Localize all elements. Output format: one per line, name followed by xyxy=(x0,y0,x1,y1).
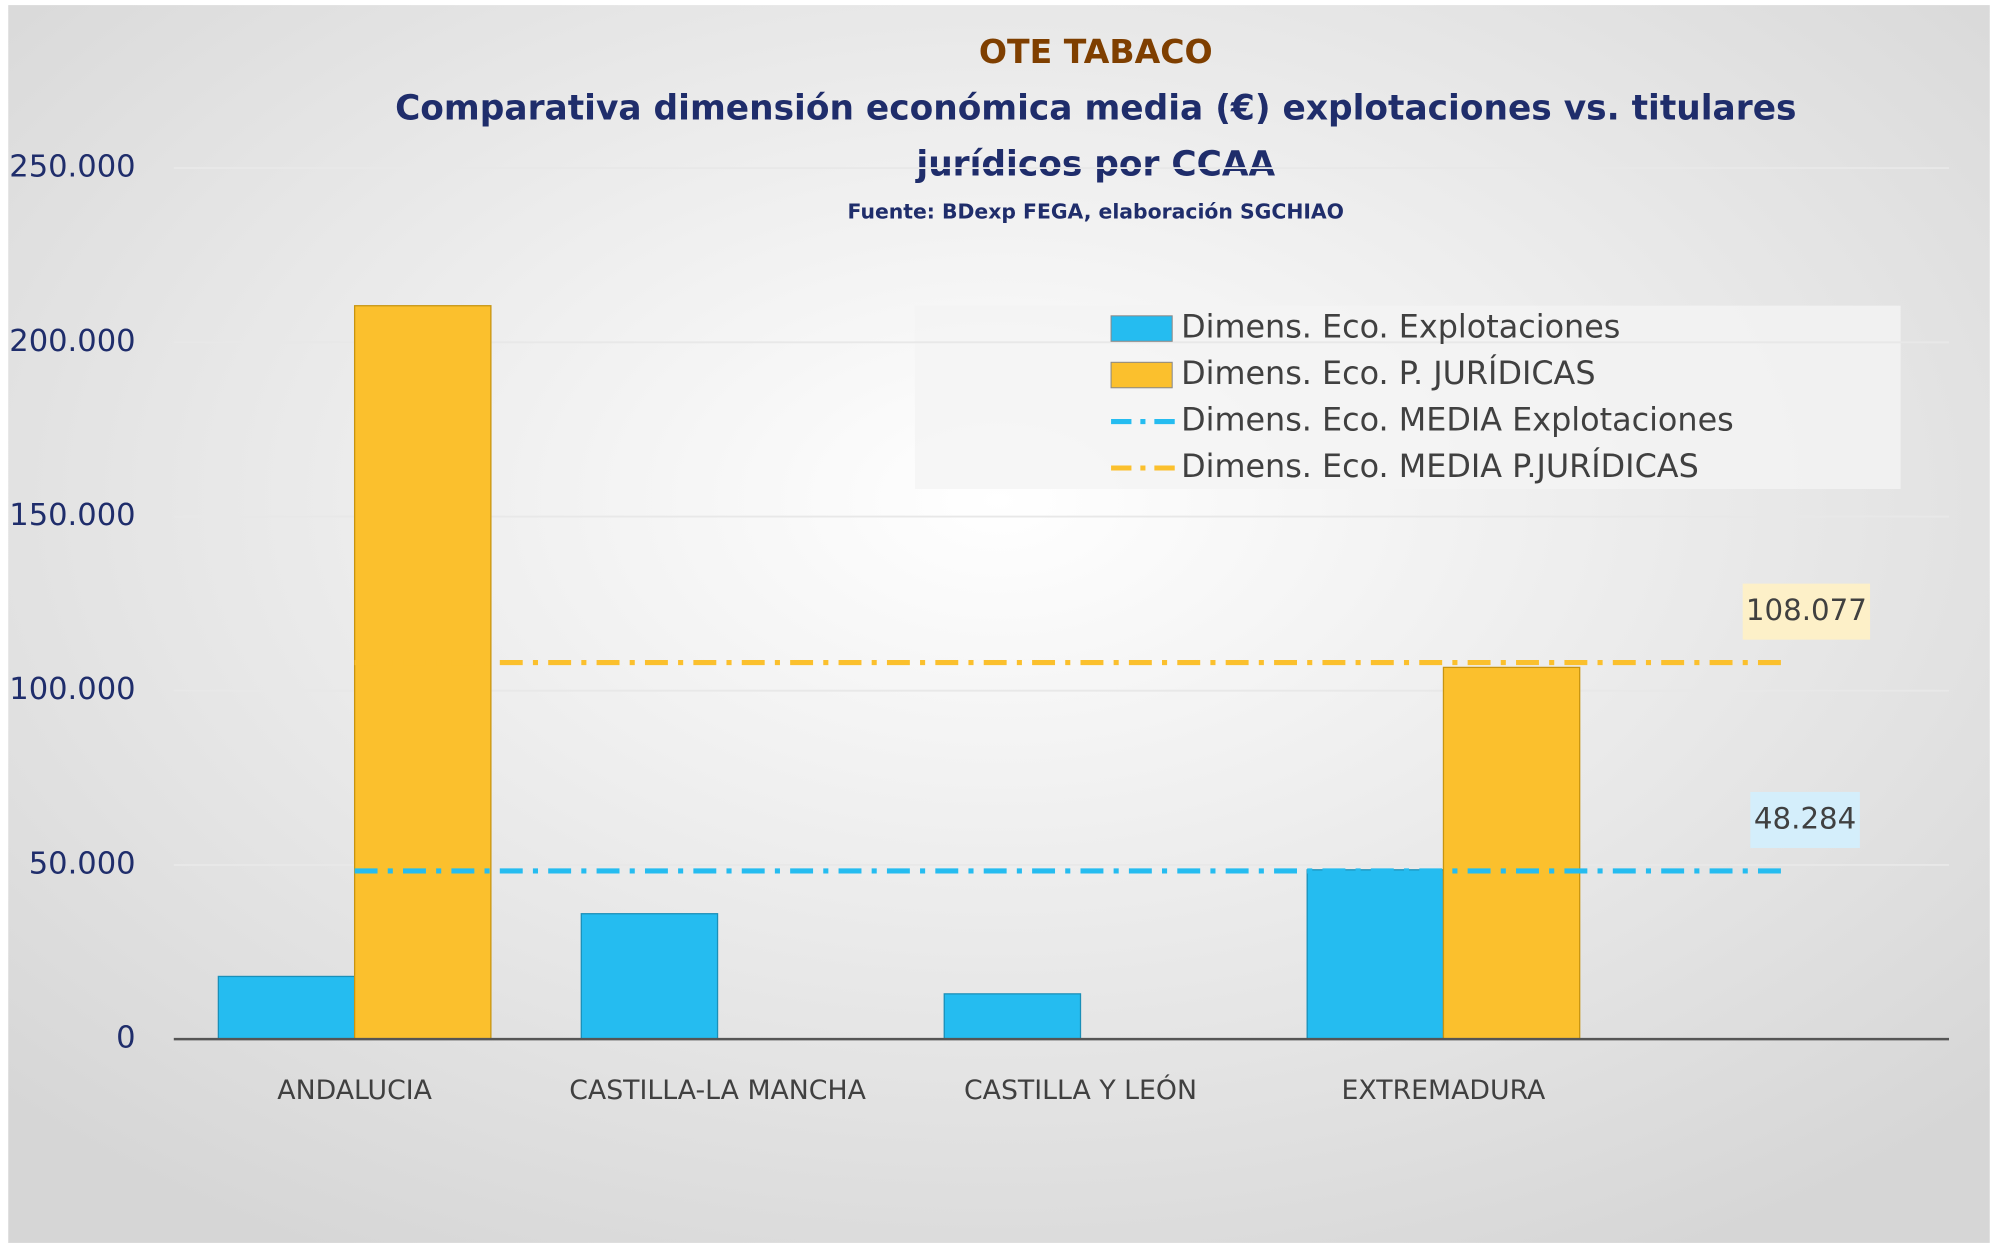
bar xyxy=(580,913,719,1040)
y-tick-label: 0 xyxy=(116,1021,135,1056)
chart-source: Fuente: BDexp FEGA, elaboración SGCHIAO xyxy=(848,200,1344,224)
legend-label: Dimens. Eco. P. JURÍDICAS xyxy=(1181,354,1595,392)
x-tick-label: ANDALUCIA xyxy=(277,1075,432,1106)
chart-title: OTE TABACO xyxy=(979,32,1213,71)
subtitle-box: Comparativa dimensión económica media (€… xyxy=(395,89,1797,185)
x-tick-label: CASTILLA Y LEÓN xyxy=(964,1074,1197,1106)
legend-label: Dimens. Eco. Explotaciones xyxy=(1181,308,1620,346)
y-tick-label: 100.000 xyxy=(9,672,135,707)
bar xyxy=(1306,869,1445,1040)
bar xyxy=(943,993,1082,1040)
y-tick-label: 200.000 xyxy=(9,324,135,359)
y-tick-label: 150.000 xyxy=(9,498,135,533)
chart-subtitle: Comparativa dimensión económica media (€… xyxy=(395,89,1797,185)
legend-box xyxy=(914,305,1901,490)
legend-swatch xyxy=(1110,361,1173,389)
y-tick-label: 50.000 xyxy=(29,846,136,881)
legend-label: Dimens. Eco. MEDIA Explotaciones xyxy=(1181,401,1734,439)
x-tick-label: CASTILLA-LA MANCHA xyxy=(569,1075,866,1106)
legend-label: Dimens. Eco. MEDIA P.JURÍDICAS xyxy=(1181,447,1699,485)
mean-label-box xyxy=(1742,583,1871,640)
x-tick-label: EXTREMADURA xyxy=(1342,1075,1547,1106)
mean-label: 48.284 xyxy=(1754,801,1856,835)
y-tick-label: 250.000 xyxy=(9,150,135,185)
mean-label: 108.077 xyxy=(1746,593,1867,627)
bar xyxy=(353,305,492,1040)
legend-swatch xyxy=(1110,315,1173,342)
bar xyxy=(1442,666,1581,1040)
bar xyxy=(217,975,356,1040)
mean-label-box xyxy=(1750,791,1860,848)
